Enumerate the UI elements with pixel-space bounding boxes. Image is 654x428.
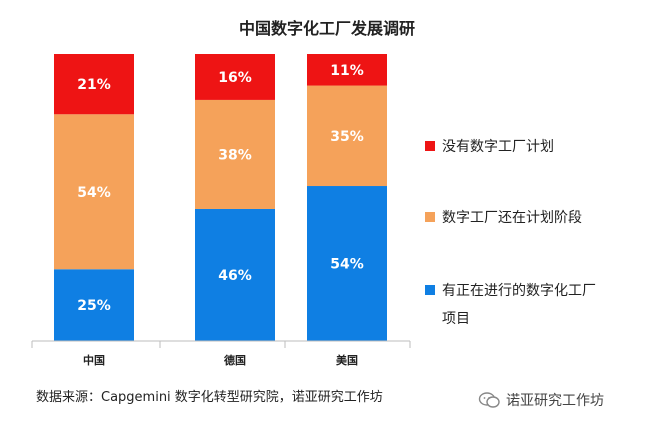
legend-label: 数字工厂还在计划阶段 (442, 210, 582, 226)
legend-label: 没有数字工厂计划 (442, 139, 554, 155)
data-label: 46% (218, 268, 252, 284)
category-label: 中国 (83, 353, 105, 367)
legend-label-line2: 项目 (442, 311, 470, 327)
watermark: 诺亚研究工作坊 (478, 390, 604, 410)
legend-label: 有正在进行的数字化工厂 (442, 283, 596, 299)
data-source-note: 数据来源：Capgemini 数字化转型研究院，诺亚研究工作坊 (36, 390, 383, 405)
bar-segment (54, 54, 134, 115)
data-label: 54% (77, 185, 111, 201)
data-label: 11% (330, 63, 364, 79)
data-label: 21% (77, 77, 111, 93)
bar-segment (54, 114, 134, 270)
plot-area: 25% 54% 21% 中国 46% 38% 16% 德国 54% 35% 11% 美国 (31, 54, 411, 367)
watermark-text: 诺亚研究工作坊 (506, 393, 604, 409)
data-label: 35% (330, 129, 364, 145)
bar-segment (195, 99, 275, 209)
bar-segment (195, 208, 275, 341)
bar-segment (307, 186, 387, 341)
chart-title: 中国数字化工厂发展调研 (239, 19, 415, 38)
data-label: 38% (218, 147, 252, 163)
legend-swatch (425, 212, 435, 222)
wechat-icon (478, 392, 500, 408)
data-label: 16% (218, 70, 252, 86)
legend-swatch (425, 141, 435, 151)
data-label: 25% (77, 298, 111, 314)
bar-segment (307, 54, 387, 86)
legend-swatch (425, 285, 435, 295)
bar-segment (307, 85, 387, 187)
category-label: 德国 (223, 353, 246, 367)
data-label: 54% (330, 257, 364, 273)
bar-segment (54, 269, 134, 341)
bar-segment (195, 54, 275, 100)
category-label: 美国 (336, 353, 358, 367)
